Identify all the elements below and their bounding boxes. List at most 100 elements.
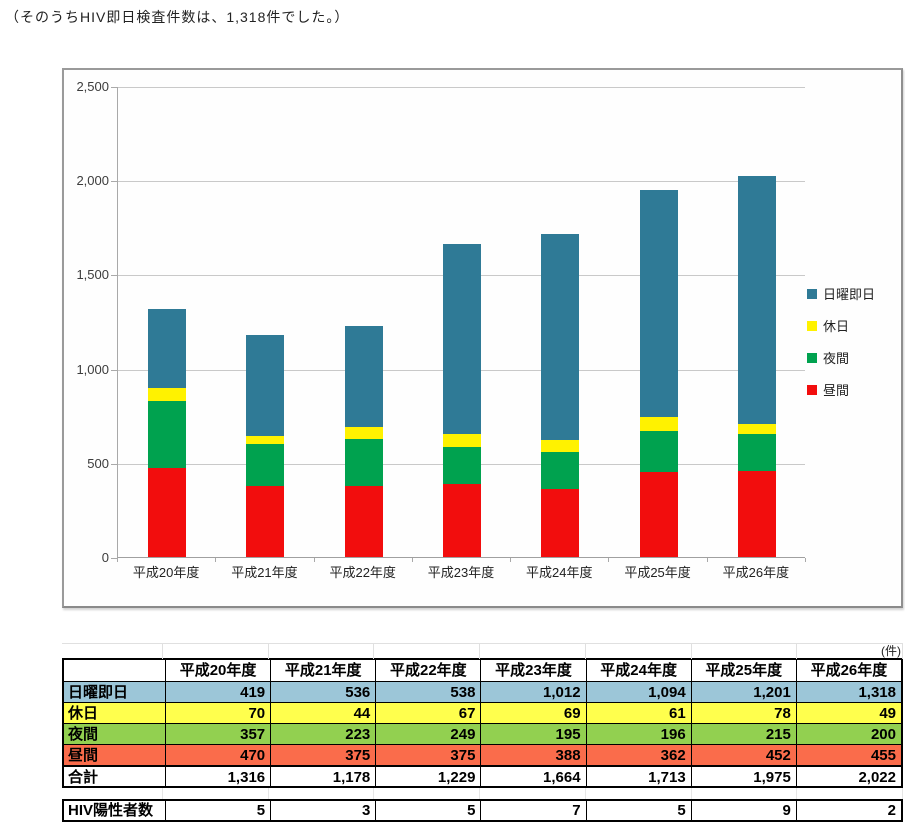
y-tick-label: 2,000 [76, 173, 109, 189]
value-cell: 78 [690, 702, 796, 723]
bar-segment-昼間 [737, 471, 776, 557]
bar-segment-夜間 [737, 433, 776, 472]
value-cell: 1,975 [690, 765, 796, 786]
value-cell: 362 [585, 744, 691, 765]
row-label-cell: 夜間 [64, 723, 165, 744]
y-tick-mark [111, 369, 117, 371]
header-cell: 平成22年度 [375, 660, 480, 681]
hiv-value-cell: 5 [585, 801, 691, 820]
bar-segment-夜間 [344, 439, 383, 487]
hiv-value-cell: 2 [795, 801, 901, 820]
legend-item-日曜即日: 日曜即日 [807, 284, 875, 303]
value-cell: 61 [585, 702, 691, 723]
value-cell: 249 [375, 723, 481, 744]
gap-cell [480, 788, 586, 799]
value-cell: 536 [270, 681, 376, 702]
bar-segment-昼間 [246, 486, 285, 557]
hiv-row-label-cell: HIV陽性者数 [68, 802, 154, 819]
top-note: （そのうちHIV即日検査件数は、1,318件でした。） [5, 9, 350, 25]
stacked-bar-平成25年度 [639, 190, 678, 557]
x-tick-mark [411, 558, 413, 562]
stacked-bar-平成26年度 [737, 176, 776, 557]
bar-segment-休日 [443, 434, 481, 448]
y-tick-label: 500 [87, 455, 109, 471]
header-cell: 平成25年度 [690, 660, 796, 681]
legend-item-夜間: 夜間 [807, 348, 875, 367]
hiv-value-cell: 3 [270, 801, 375, 820]
value-cell: 196 [585, 723, 691, 744]
gap-cell [269, 788, 375, 799]
value-cell: 1,664 [480, 765, 586, 786]
x-tick-mark [313, 558, 315, 562]
y-tick-mark [111, 181, 117, 183]
gap-cell [797, 788, 903, 799]
bar-segment-夜間 [246, 444, 285, 487]
x-axis-label: 平成25年度 [624, 565, 691, 580]
unit-cell [374, 644, 481, 659]
value-cell: 44 [270, 702, 376, 723]
value-cell: 538 [375, 681, 481, 702]
value-cell: 375 [270, 744, 376, 765]
legend-label: 日曜即日 [823, 287, 876, 302]
value-cell: 2,022 [795, 765, 901, 786]
legend-swatch-icon [807, 352, 817, 363]
gap-cell [374, 788, 481, 799]
bar-segment-昼間 [148, 468, 187, 557]
row-label-cell: 合計 [64, 765, 165, 786]
value-cell: 452 [690, 744, 796, 765]
stacked-bar-平成21年度 [246, 335, 285, 557]
x-tick-mark [215, 558, 217, 562]
legend-swatch-icon [807, 384, 817, 395]
gap-cell [692, 788, 798, 799]
x-tick-mark [805, 558, 806, 562]
y-tick-label: 0 [101, 550, 109, 565]
bar-segment-昼間 [344, 486, 383, 557]
bar-segment-日曜即日 [639, 190, 678, 417]
header-cell: 平成24年度 [585, 660, 691, 681]
y-tick-mark [111, 275, 117, 277]
bar-segment-日曜即日 [344, 325, 383, 427]
bar-segment-昼間 [639, 471, 678, 557]
gridline [118, 87, 805, 88]
bar-segment-夜間 [639, 431, 678, 472]
hiv-positive-table: HIV陽性者数 5 3 5 7 5 9 2 [62, 799, 903, 822]
legend-item-昼間: 昼間 [807, 380, 875, 399]
y-tick-mark [111, 87, 117, 88]
value-cell: 195 [480, 723, 586, 744]
bar-segment-日曜即日 [246, 335, 285, 437]
value-cell: 67 [375, 702, 481, 723]
header-cell-empty [64, 660, 165, 681]
value-cell: 1,318 [795, 681, 901, 702]
y-tick-label: 1,500 [76, 267, 109, 283]
value-cell: 419 [165, 681, 271, 702]
bar-segment-日曜即日 [737, 176, 776, 425]
data-table-block: (件) 平成20年度 平成21年度 平成22年度 平成23年度 平成24年度 平成25年度… [62, 643, 903, 822]
value-cell: 223 [270, 723, 376, 744]
x-tick-mark [706, 558, 708, 562]
x-axis-label: 平成20年度 [132, 565, 200, 580]
header-cell: 平成21年度 [270, 660, 375, 681]
legend-swatch-icon [807, 288, 817, 299]
bar-segment-夜間 [443, 447, 481, 484]
value-cell: 200 [795, 723, 901, 744]
bar-segment-日曜即日 [148, 309, 187, 389]
value-cell: 1,713 [585, 765, 691, 786]
bar-segment-昼間 [541, 488, 580, 557]
value-cell: 215 [690, 723, 796, 744]
y-tick-mark [111, 558, 117, 559]
x-axis-label: 平成23年度 [427, 565, 495, 580]
legend-label: 夜間 [823, 351, 850, 366]
legend-label: 昼間 [823, 383, 850, 398]
legend-item-休日: 休日 [807, 316, 875, 335]
unit-label: (件) [797, 644, 903, 659]
x-tick-mark [117, 558, 118, 562]
value-cell: 49 [795, 702, 901, 723]
value-cell: 1,316 [165, 765, 271, 786]
bar-segment-夜間 [541, 451, 580, 489]
hiv-value-cell: 5 [375, 801, 480, 820]
value-cell: 1,229 [375, 765, 481, 786]
value-cell: 69 [480, 702, 586, 723]
hiv-value-cell: 5 [165, 801, 270, 820]
bar-segment-休日 [148, 388, 187, 402]
main-table: 平成20年度 平成21年度 平成22年度 平成23年度 平成24年度 平成25年度 平成26… [62, 658, 903, 788]
